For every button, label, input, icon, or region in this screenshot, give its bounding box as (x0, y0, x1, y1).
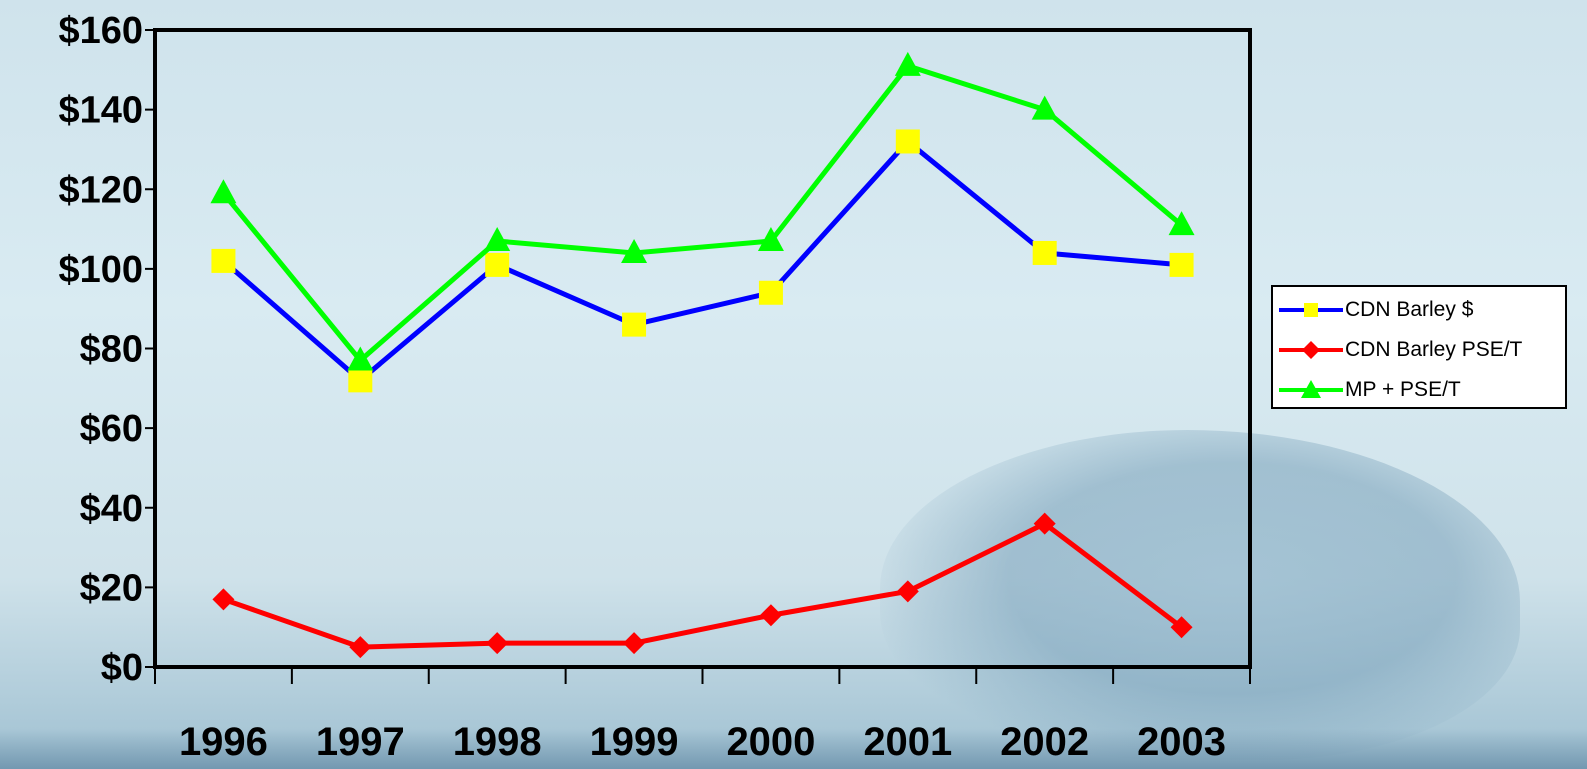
y-tick-label: $20 (80, 567, 143, 609)
data-point-triangle (621, 238, 648, 263)
legend-swatch-diamond-marker (1279, 341, 1343, 359)
y-tick-label: $140 (58, 90, 143, 132)
data-point-diamond (349, 636, 372, 659)
data-point-triangle (484, 227, 511, 252)
data-point-triangle (757, 227, 784, 252)
legend-label-cdn-barley-pse: CDN Barley PSE/T (1345, 338, 1523, 361)
series-group (212, 512, 1193, 659)
data-point-triangle (347, 346, 374, 371)
y-tick-label: $100 (58, 249, 143, 291)
series-line (222, 521, 1184, 650)
background-wave-shape (880, 430, 1520, 760)
plot-area-frame (153, 28, 1252, 669)
data-point-diamond (212, 588, 235, 611)
y-tick-label: $60 (80, 408, 143, 450)
x-tick-label: 1999 (590, 720, 679, 764)
data-point-diamond (1170, 616, 1193, 639)
y-tick-label: $0 (101, 647, 143, 689)
series-layer (210, 51, 1195, 659)
x-axis: 1996 1997 1998 1999 2000 2001 2002 2003 (154, 667, 1251, 764)
x-tick-label: 2000 (726, 720, 815, 764)
data-point-square (622, 312, 647, 337)
chart-legend: CDN Barley $ CDN Barley PSE/T MP + PSE/T (1271, 285, 1567, 409)
series-line (221, 63, 1184, 363)
data-point-square (348, 368, 373, 393)
legend-item-cdn-barley: CDN Barley $ (1279, 295, 1473, 325)
data-point-square (211, 248, 236, 273)
series-group (211, 129, 1194, 393)
y-tick-label: $40 (80, 488, 143, 530)
data-point-square (758, 280, 783, 305)
data-point-triangle (1031, 95, 1058, 120)
legend-item-mp-pse: MP + PSE/T (1279, 375, 1461, 405)
background-bottom-band (0, 729, 1587, 769)
data-point-diamond (896, 580, 919, 603)
data-point-triangle (1168, 211, 1195, 236)
data-point-diamond (623, 632, 646, 655)
x-tick-label: 1996 (179, 720, 268, 764)
legend-swatch-square-marker (1279, 303, 1343, 317)
data-point-diamond (486, 632, 509, 655)
legend-swatch-triangle-marker (1279, 380, 1343, 398)
y-tick-label: $160 (58, 10, 143, 52)
y-tick-label: $80 (80, 329, 143, 371)
legend-item-cdn-barley-pse: CDN Barley PSE/T (1279, 335, 1522, 365)
series-line (221, 138, 1182, 383)
data-point-diamond (759, 604, 782, 627)
data-point-square (485, 252, 510, 277)
x-tick-label: 1998 (453, 720, 542, 764)
y-axis: $0 $20 $40 $60 $80 $100 $120 $140 $160 (58, 10, 155, 689)
data-point-triangle (894, 51, 921, 76)
data-point-triangle (210, 179, 237, 204)
x-tick-label: 1997 (316, 720, 405, 764)
data-point-square (895, 129, 920, 154)
x-tick-label: 2003 (1137, 720, 1226, 764)
legend-label-cdn-barley: CDN Barley $ (1345, 298, 1474, 321)
x-tick-label: 2002 (1000, 720, 1089, 764)
x-tick-label: 2001 (863, 720, 952, 764)
data-point-diamond (1033, 512, 1056, 535)
y-tick-label: $120 (58, 169, 143, 211)
data-point-square (1032, 240, 1057, 265)
series-group (210, 51, 1195, 371)
legend-label-mp-pse: MP + PSE/T (1345, 378, 1461, 401)
data-point-square (1169, 252, 1194, 277)
